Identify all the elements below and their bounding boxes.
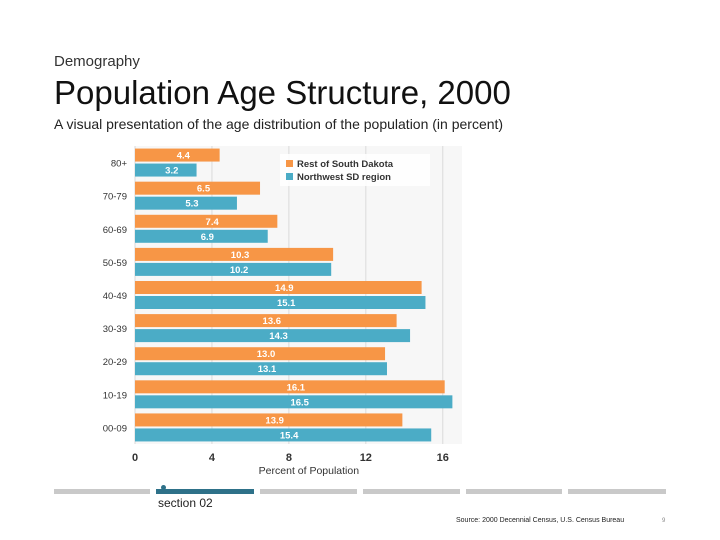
nav-segment-5[interactable]: [466, 489, 562, 494]
data-label-nw-sd-5: 14.3: [269, 331, 288, 342]
category-label-3: 50-59: [103, 258, 127, 269]
bar-nw-sd-8: [135, 428, 432, 442]
nav-segment-2-active[interactable]: [156, 489, 254, 494]
legend-label-0: Rest of South Dakota: [297, 159, 394, 170]
x-tick-label-2: 8: [286, 452, 292, 464]
x-tick-label-4: 16: [437, 452, 449, 464]
category-label-6: 20-29: [103, 357, 127, 368]
bar-rest-sd-6: [135, 347, 386, 361]
section-label: section 02: [158, 496, 213, 510]
legend-label-1: Northwest SD region: [297, 172, 391, 183]
bar-rest-sd-8: [135, 413, 403, 427]
data-label-rest-sd-1: 6.5: [197, 184, 211, 195]
data-label-rest-sd-3: 10.3: [231, 250, 250, 261]
bar-rest-sd-1: [135, 181, 261, 195]
plot-area: [135, 146, 462, 444]
data-label-nw-sd-7: 16.5: [290, 397, 309, 408]
bar-nw-sd-3: [135, 262, 332, 276]
nav-segment-1[interactable]: [54, 489, 150, 494]
category-label-2: 60-69: [103, 225, 127, 236]
bar-nw-sd-2: [135, 229, 268, 243]
category-label-8: 00-09: [103, 423, 127, 434]
bar-nw-sd-7: [135, 395, 453, 409]
bar-nw-sd-5: [135, 329, 411, 343]
data-label-nw-sd-4: 15.1: [277, 298, 296, 309]
page-title: Population Age Structure, 2000: [54, 74, 511, 111]
data-label-nw-sd-6: 13.1: [258, 364, 277, 375]
nav-position-dot: [161, 485, 166, 490]
data-label-rest-sd-2: 7.4: [206, 217, 220, 228]
kicker: Demography: [54, 53, 140, 70]
data-label-rest-sd-5: 13.6: [263, 316, 282, 327]
bar-nw-sd-6: [135, 362, 387, 376]
legend-swatch-1: [286, 173, 293, 180]
data-label-rest-sd-8: 13.9: [265, 415, 284, 426]
x-tick-label-0: 0: [132, 452, 138, 464]
page-number: 9: [662, 518, 666, 524]
data-label-rest-sd-0: 4.4: [177, 151, 191, 162]
bar-rest-sd-0: [135, 148, 220, 162]
section-navigation: [54, 489, 666, 494]
x-tick-label-1: 4: [209, 452, 216, 464]
legend-box: [280, 154, 430, 186]
data-label-nw-sd-8: 15.4: [280, 430, 299, 441]
category-label-1: 70-79: [103, 192, 127, 203]
legend-swatch-0: [286, 160, 293, 167]
category-label-4: 40-49: [103, 291, 127, 302]
bar-nw-sd-1: [135, 196, 237, 210]
data-label-rest-sd-7: 16.1: [287, 382, 306, 393]
bar-rest-sd-4: [135, 281, 422, 294]
category-label-7: 10-19: [103, 390, 127, 401]
bar-rest-sd-5: [135, 314, 397, 328]
subtitle: A visual presentation of the age distrib…: [54, 116, 504, 132]
category-label-5: 30-39: [103, 324, 127, 335]
source-note: Source: 2000 Decennial Census, U.S. Cens…: [456, 517, 625, 524]
x-axis-title: Percent of Population: [259, 465, 360, 477]
nav-segment-3[interactable]: [260, 489, 357, 494]
data-label-rest-sd-6: 13.0: [257, 349, 276, 360]
x-tick-label-3: 12: [360, 452, 372, 464]
bar-nw-sd-0: [135, 163, 197, 177]
data-label-nw-sd-2: 6.9: [201, 232, 214, 243]
population-bar-chart: 0 4 8 12 16 80+ 4.4 3.2 70-79 6.5 5.3 60-69 7.4 6.9 50…: [103, 146, 462, 477]
data-label-nw-sd-1: 5.3: [185, 199, 198, 210]
bar-rest-sd-3: [135, 247, 334, 261]
data-label-nw-sd-0: 3.2: [165, 166, 178, 177]
data-label-nw-sd-3: 10.2: [230, 265, 249, 276]
category-label-0: 80+: [111, 159, 128, 170]
nav-segment-6[interactable]: [568, 489, 666, 494]
bar-rest-sd-2: [135, 214, 278, 228]
data-label-rest-sd-4: 14.9: [275, 283, 294, 294]
nav-segment-4[interactable]: [363, 489, 460, 494]
bar-nw-sd-4: [135, 296, 426, 309]
bar-rest-sd-7: [135, 380, 445, 394]
